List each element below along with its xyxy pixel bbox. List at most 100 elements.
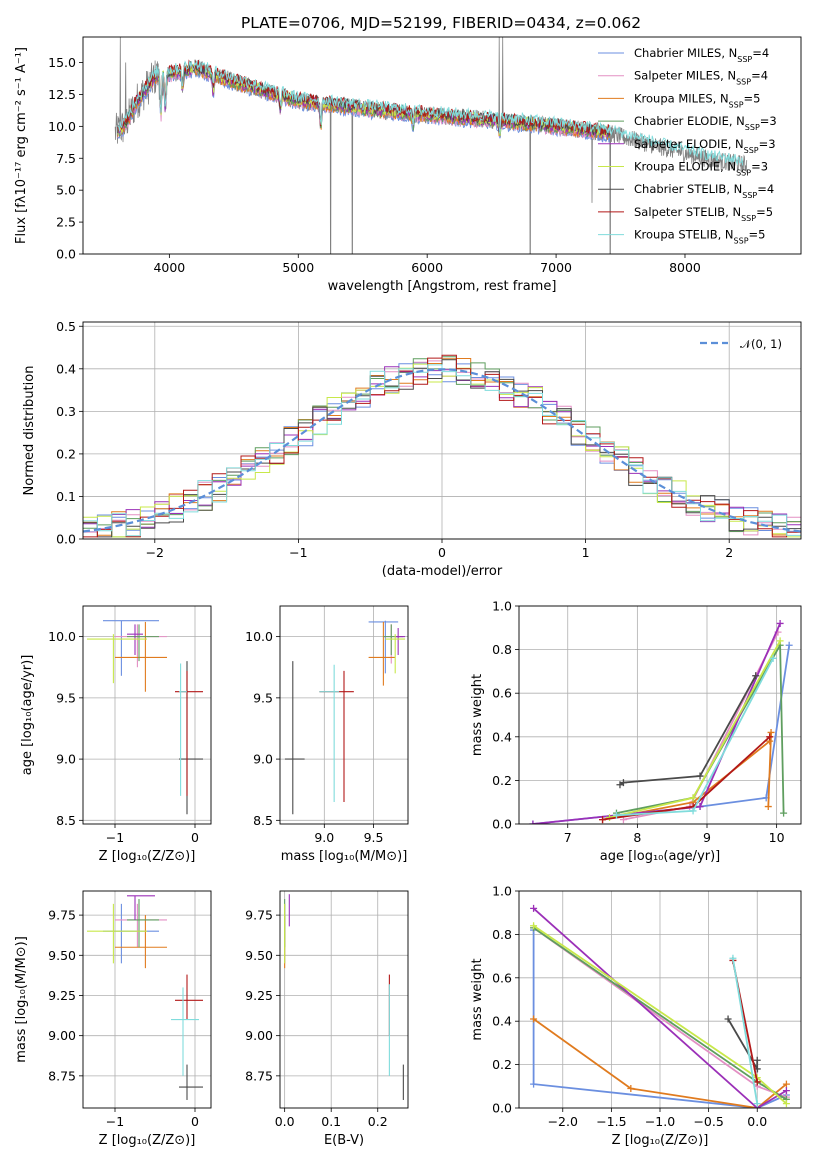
x-tick-label: 4000 xyxy=(153,260,185,275)
y-tick-label: 0.2 xyxy=(492,1057,512,1072)
weight-vs-age-plot-area xyxy=(529,619,793,824)
mass-weight-marker xyxy=(782,1080,790,1088)
y-tick-label: 15.0 xyxy=(48,55,76,70)
y-tick-label: 0.0 xyxy=(56,247,76,262)
mass-weight-marker xyxy=(696,803,704,811)
mass-weight-marker xyxy=(724,1015,732,1023)
mass-weight-line xyxy=(532,645,791,824)
y-tick-label: 0.4 xyxy=(492,1014,512,1029)
mass-weight-marker xyxy=(696,772,704,780)
age-vs-mass-plot-area xyxy=(284,620,406,815)
x-tick-label: 0.0 xyxy=(747,1114,767,1129)
axes-frame xyxy=(518,890,802,1109)
y-tick-label: 10.0 xyxy=(48,119,76,134)
x-tick-label: 9 xyxy=(703,830,711,845)
x-tick-label: −1 xyxy=(106,1114,124,1129)
x-axis-label: Z [log₁₀(Z/Z⊙)] xyxy=(612,1133,709,1148)
y-tick-label: 9.5 xyxy=(253,690,273,705)
y-tick-label: 0.5 xyxy=(56,319,76,334)
x-tick-label: 0.0 xyxy=(275,1114,295,1129)
y-tick-label: 8.5 xyxy=(56,813,76,828)
x-tick-label: −2.0 xyxy=(548,1114,578,1129)
x-tick-label: 0.2 xyxy=(368,1114,388,1129)
mass-weight-line xyxy=(532,623,781,824)
mass-weight-line xyxy=(619,675,757,786)
mass-vs-Z-plot-area xyxy=(87,895,203,1100)
x-axis-label: Z [log₁₀(Z/Z⊙)] xyxy=(99,1133,196,1148)
figure-title: PLATE=0706, MJD=52199, FIBERID=0434, z=0… xyxy=(241,14,641,32)
y-tick-label: 9.75 xyxy=(48,908,76,923)
y-tick-label: 9.25 xyxy=(48,988,76,1003)
y-axis-label: mass [log₁₀(M/M⊙)] xyxy=(14,936,29,1063)
x-axis-label: age [log₁₀(age/yr)] xyxy=(600,849,721,864)
mass-weight-marker xyxy=(782,1100,790,1108)
spectrum-plot-area xyxy=(114,37,748,254)
age-vs-Z-plot-area xyxy=(87,620,203,815)
x-tick-label: −1.5 xyxy=(596,1114,626,1129)
mass-weight-marker xyxy=(612,811,620,819)
y-axis-label: mass weight xyxy=(470,674,485,756)
mass-weight-marker xyxy=(753,1056,761,1064)
y-tick-label: 9.25 xyxy=(245,988,273,1003)
mass-weight-marker xyxy=(530,904,538,912)
x-tick-label: 0 xyxy=(438,545,446,560)
mass-weight-marker xyxy=(766,733,774,741)
mass-weight-marker xyxy=(752,672,760,680)
normal-reference-curve xyxy=(83,368,801,533)
mass-weight-marker xyxy=(599,816,607,824)
legend-label: Salpeter MILES, NSSP=4 xyxy=(634,69,768,87)
mass-weight-line xyxy=(623,631,779,821)
histogram-plot-area xyxy=(83,354,801,538)
mass-weight-line xyxy=(532,930,787,1108)
legend-label: Chabrier MILES, NSSP=4 xyxy=(634,46,769,64)
y-tick-label: 9.75 xyxy=(245,908,273,923)
y-tick-label: 0.6 xyxy=(492,686,512,701)
y-tick-label: 0.0 xyxy=(56,532,76,547)
mass-weight-marker xyxy=(767,728,775,736)
y-tick-label: 0.4 xyxy=(56,361,76,376)
y-tick-label: 10.0 xyxy=(245,629,273,644)
legend-label: 𝒩(0, 1) xyxy=(740,337,782,351)
y-tick-label: 0.0 xyxy=(492,1101,512,1116)
mass-weight-marker xyxy=(689,794,697,802)
y-tick-label: 0.8 xyxy=(492,927,512,942)
x-tick-label: 10 xyxy=(769,830,785,845)
x-tick-label: 9.5 xyxy=(364,830,384,845)
legend-label: Salpeter ELODIE, NSSP=3 xyxy=(634,137,776,155)
model-spectrum-line xyxy=(117,60,744,166)
y-tick-label: 9.0 xyxy=(56,752,76,767)
x-tick-label: 7 xyxy=(564,830,572,845)
axes-frame xyxy=(279,890,409,1109)
y-tick-label: 10.0 xyxy=(48,629,76,644)
y-tick-label: 9.00 xyxy=(48,1028,76,1043)
legend-label: Salpeter STELIB, NSSP=5 xyxy=(634,205,773,223)
mass-weight-marker xyxy=(782,1087,790,1095)
axes-frame xyxy=(82,890,212,1109)
y-tick-label: 0.0 xyxy=(492,817,512,832)
mass-weight-marker xyxy=(530,1080,538,1088)
x-tick-label: 0 xyxy=(191,830,199,845)
mass-weight-marker xyxy=(769,654,777,662)
y-tick-label: 9.50 xyxy=(245,948,273,963)
x-axis-label: Z [log₁₀(Z/Z⊙)] xyxy=(99,849,196,864)
mass-weight-marker xyxy=(785,641,793,649)
legend-label: Kroupa STELIB, NSSP=5 xyxy=(634,228,765,246)
axes-frame xyxy=(82,321,802,540)
x-tick-label: 0.1 xyxy=(321,1114,341,1129)
x-tick-label: −2 xyxy=(146,545,164,560)
y-tick-label: 8.75 xyxy=(245,1068,273,1083)
mass-weight-marker xyxy=(529,820,537,824)
mass-weight-marker xyxy=(689,807,697,815)
x-tick-label: 8 xyxy=(633,830,641,845)
y-tick-label: 0.6 xyxy=(492,970,512,985)
mass-weight-marker xyxy=(776,619,784,627)
x-tick-label: 0 xyxy=(191,1114,199,1129)
axes-frame xyxy=(518,605,802,825)
y-tick-label: 0.2 xyxy=(56,446,76,461)
legend-label: Chabrier STELIB, NSSP=4 xyxy=(634,182,774,200)
mass-weight-marker xyxy=(729,954,737,962)
mass-weight-marker xyxy=(627,1084,635,1092)
x-tick-label: −0.5 xyxy=(693,1114,723,1129)
mass-weight-marker xyxy=(619,779,627,787)
y-tick-label: 9.0 xyxy=(253,752,273,767)
